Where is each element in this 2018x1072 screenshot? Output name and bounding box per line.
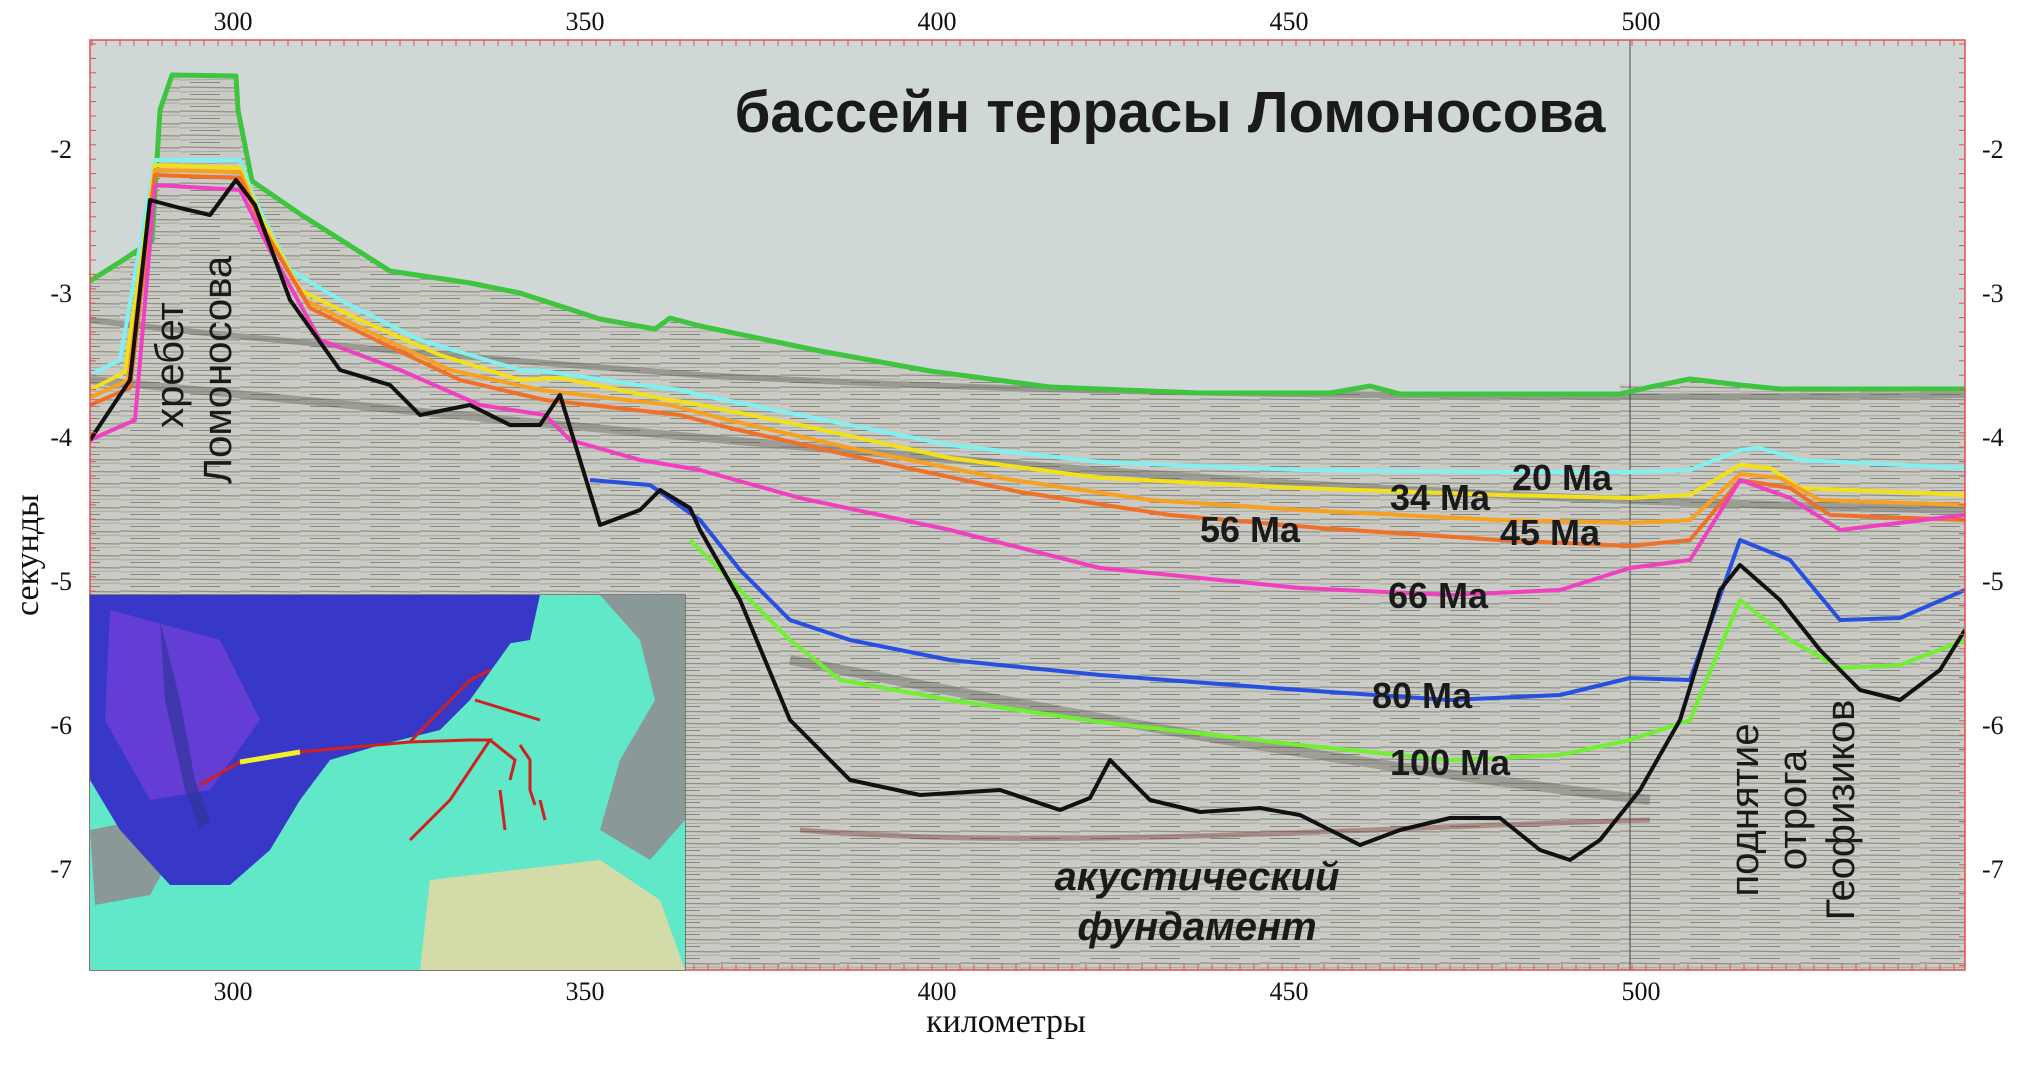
x-tick-labels-top: 300 350 400 450 500	[214, 7, 1661, 36]
y-tick-left-5: -5	[50, 567, 72, 596]
age-label-20ma: 20 Ma	[1512, 457, 1613, 498]
rise-label-line3: Геофизиков	[1819, 700, 1863, 921]
y-tick-right-3: -3	[1982, 279, 2004, 308]
age-label-56ma: 56 Ma	[1200, 509, 1301, 550]
age-label-80ma: 80 Ma	[1372, 675, 1473, 716]
y-tick-left-3: -3	[50, 279, 72, 308]
y-axis-title: секунды	[9, 494, 46, 616]
y-tick-right-7: -7	[1982, 855, 2004, 884]
x-tick-top-500: 500	[1622, 7, 1661, 36]
x-tick-top-300: 300	[214, 7, 253, 36]
inset-map	[89, 594, 686, 971]
x-tick-bottom-350: 350	[566, 977, 605, 1006]
rise-label: поднятие отрога Геофизиков	[1723, 700, 1863, 921]
age-label-34ma: 34 Ma	[1390, 477, 1491, 518]
x-tick-labels-bottom: 300 350 400 450 500	[214, 977, 1661, 1006]
age-label-66ma: 66 Ma	[1388, 575, 1489, 616]
seafloor-horizon	[90, 72, 1965, 397]
x-tick-top-450: 450	[1270, 7, 1309, 36]
y-tick-left-2: -2	[50, 135, 72, 164]
map-profile-highlight	[239, 749, 301, 765]
x-tick-bottom-450: 450	[1270, 977, 1309, 1006]
x-tick-bottom-500: 500	[1622, 977, 1661, 1006]
map-land-east	[600, 595, 685, 860]
y-tick-left-4: -4	[50, 423, 72, 452]
y-tick-right-6: -6	[1982, 711, 2004, 740]
age-label-100ma: 100 Ma	[1390, 742, 1511, 783]
y-tick-labels-left: -2 -3 -4 -5 -6 -7	[50, 135, 72, 884]
ridge-label: хребет Ломоносова	[148, 255, 240, 484]
horizon-80ma	[589, 478, 1965, 702]
x-tick-bottom-400: 400	[918, 977, 957, 1006]
basement-horizon	[90, 178, 1965, 862]
age-label-45ma: 45 Ma	[1500, 512, 1601, 553]
y-tick-labels-right: -2 -3 -4 -5 -6 -7	[1982, 135, 2004, 884]
ridge-label-line2: Ломоносова	[196, 255, 240, 484]
water-column	[90, 40, 1965, 393]
horizon-lines	[90, 72, 1965, 862]
basement-label-line2: фундамент	[1077, 905, 1316, 949]
horizon-100ma	[688, 538, 1965, 762]
basement-label-line1: акустический	[1055, 855, 1340, 899]
y-tick-left-6: -6	[50, 711, 72, 740]
y-tick-right-2: -2	[1982, 135, 2004, 164]
ridge-label-line1: хребет	[148, 302, 192, 428]
x-tick-top-400: 400	[918, 7, 957, 36]
map-profile-lines	[199, 668, 547, 842]
y-tick-right-4: -4	[1982, 423, 2004, 452]
y-tick-right-5: -5	[1982, 567, 2004, 596]
x-axis-title: километры	[926, 1003, 1086, 1040]
y-tick-left-7: -7	[50, 855, 72, 884]
x-tick-bottom-300: 300	[214, 977, 253, 1006]
rise-label-line2: отрога	[1771, 749, 1815, 870]
section-title: бассейн террасы Ломоносова	[735, 80, 1607, 145]
horizon-66ma	[90, 183, 1965, 597]
x-tick-top-350: 350	[566, 7, 605, 36]
rise-label-line1: поднятие	[1723, 723, 1767, 896]
